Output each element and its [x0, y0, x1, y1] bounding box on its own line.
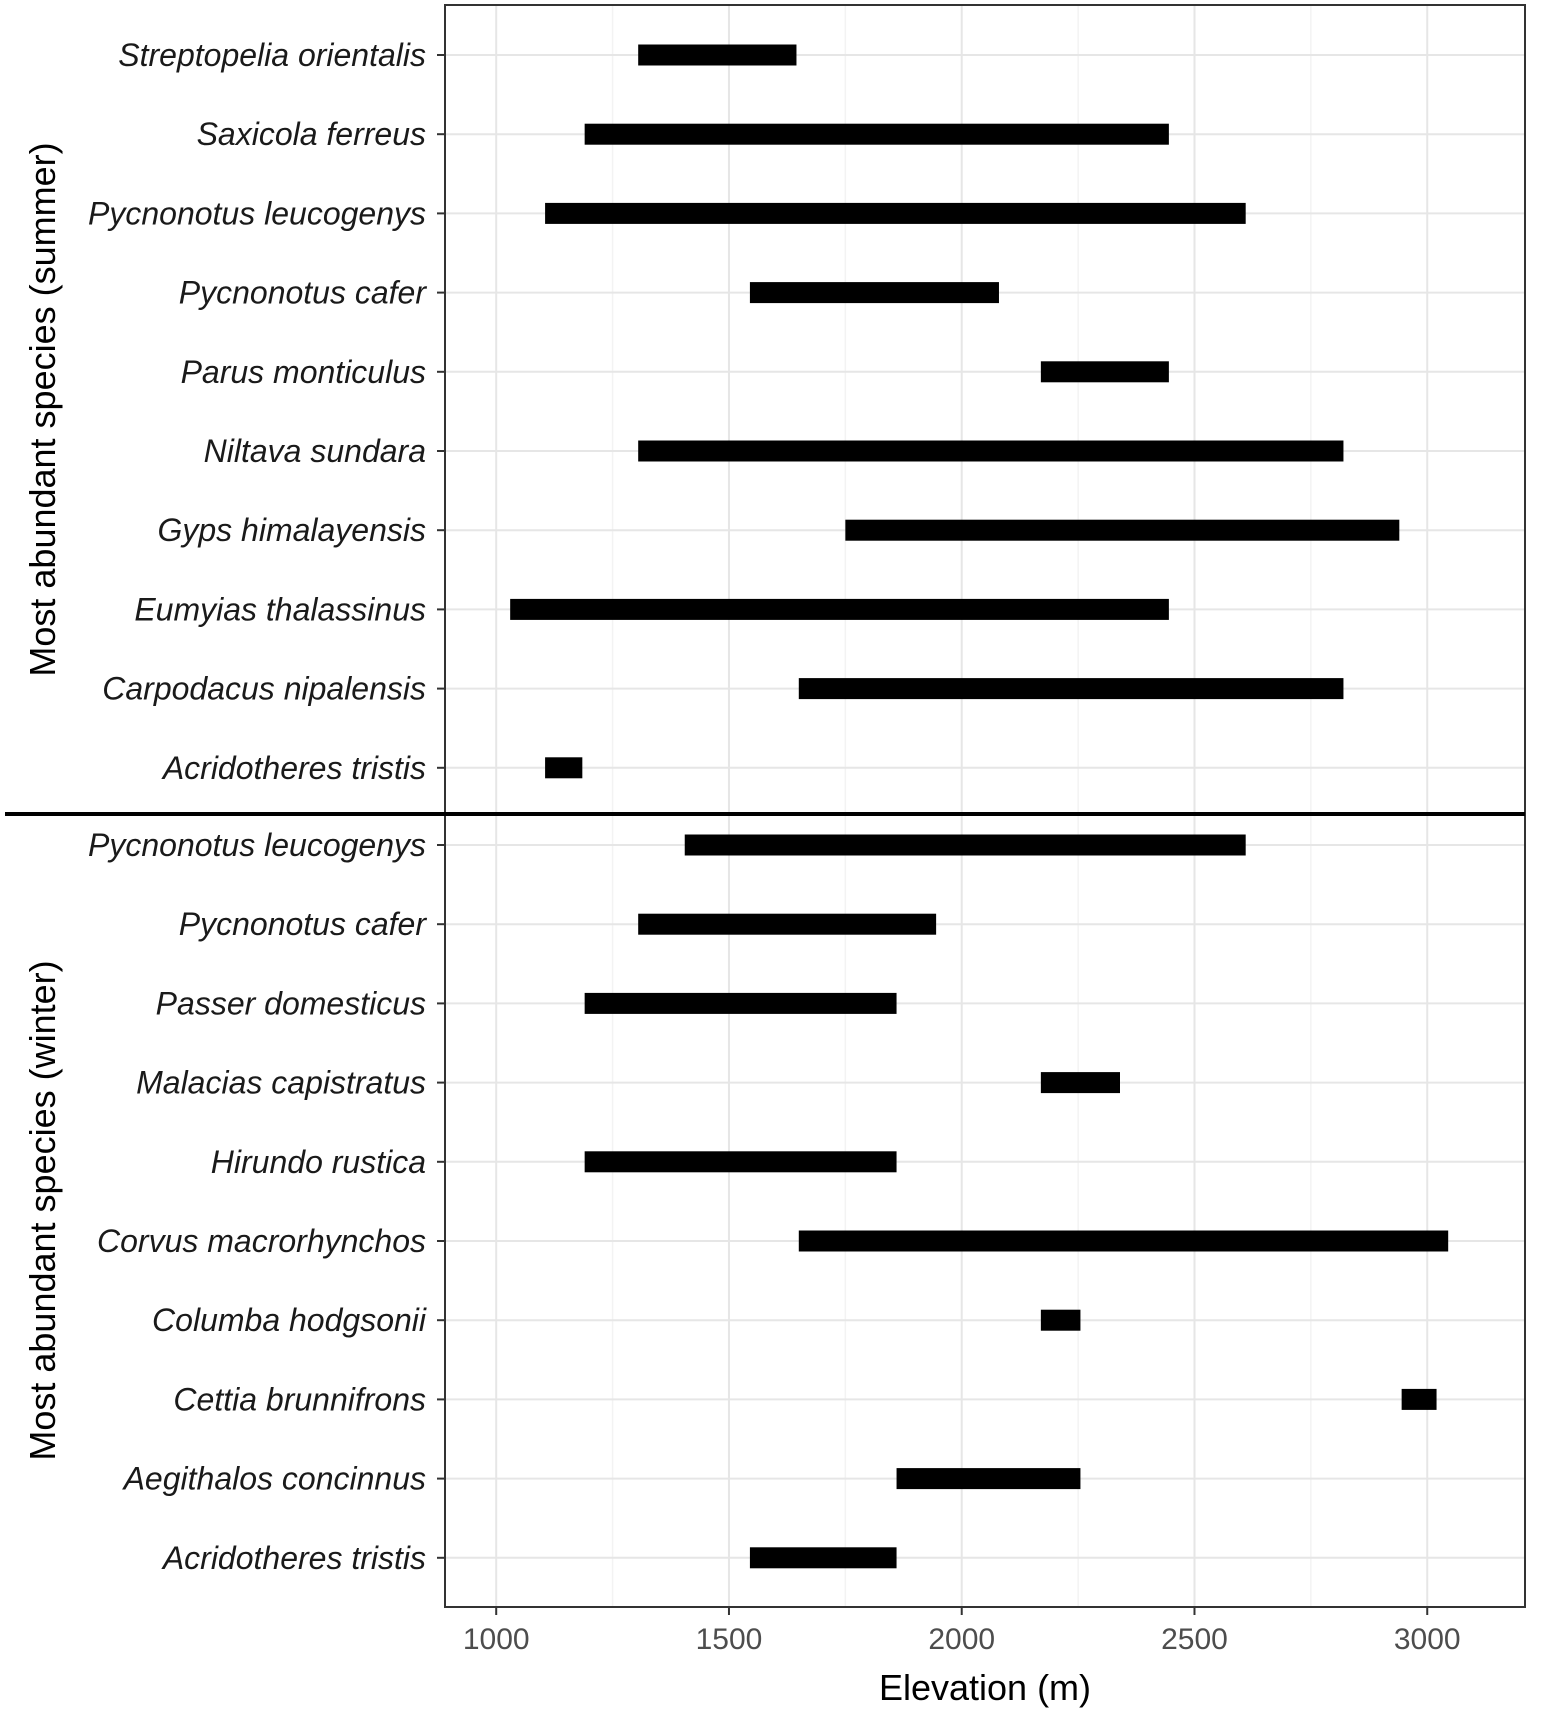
y-tick-label: Pycnonotus cafer: [179, 275, 428, 311]
y-tick-label: Acridotheres tristis: [161, 1540, 426, 1576]
x-tick-label: 3000: [1394, 1623, 1461, 1656]
y-tick-labels: Streptopelia orientalis Saxicola ferreus P…: [88, 37, 445, 1576]
x-tick-labels: 1000 1500 2000 2500 3000: [463, 1607, 1461, 1656]
range-bar: [1401, 1388, 1437, 1410]
range-bar: [798, 678, 1344, 700]
y-tick-label: Cettia brunnifrons: [173, 1381, 426, 1417]
y-tick-label: Carpodacus nipalensis: [102, 671, 426, 707]
y-tick-label: Saxicola ferreus: [197, 116, 426, 152]
range-bar: [638, 913, 937, 935]
range-bar: [584, 1151, 897, 1173]
y-tick-label: Pycnonotus leucogenys: [88, 827, 426, 863]
x-tick-label: 1500: [696, 1623, 763, 1656]
y-tick-label: Passer domesticus: [156, 985, 426, 1021]
range-bar: [798, 1230, 1449, 1252]
y-tick-label: Columba hodgsonii: [152, 1302, 427, 1338]
y-tick-label: Niltava sundara: [204, 433, 426, 469]
bars: [510, 44, 1449, 1569]
y-tick-label: Hirundo rustica: [211, 1144, 426, 1180]
y-tick-label: Gyps himalayensis: [157, 512, 426, 548]
range-bar: [510, 598, 1169, 620]
range-bar: [545, 202, 1246, 224]
range-bar: [584, 992, 897, 1014]
range-bar: [896, 1468, 1081, 1490]
panel-frames: [5, 4, 1526, 1608]
x-tick-label: 1000: [463, 1623, 530, 1656]
range-bar: [749, 282, 999, 304]
x-tick-label: 2500: [1161, 1623, 1228, 1656]
y-tick-label: Corvus macrorhynchos: [97, 1223, 426, 1259]
range-bar: [638, 44, 797, 66]
range-bar: [845, 519, 1400, 541]
x-axis-title: Elevation (m): [879, 1667, 1091, 1708]
y-tick-label: Malacias capistratus: [136, 1065, 426, 1101]
y-tick-label: Parus monticulus: [181, 354, 426, 390]
range-bar: [584, 123, 1169, 145]
range-bar: [1040, 361, 1169, 383]
y-tick-label: Pycnonotus leucogenys: [88, 195, 426, 231]
range-bar: [1040, 1072, 1120, 1094]
y-tick-label: Streptopelia orientalis: [118, 37, 426, 73]
y-tick-label: Aegithalos concinnus: [122, 1461, 426, 1497]
y-axis-title-summer: Most abundant species (summer): [22, 142, 63, 676]
range-bar: [1040, 1309, 1081, 1331]
y-tick-label: Acridotheres tristis: [161, 750, 426, 786]
range-bar: [749, 1547, 897, 1569]
range-bar: [545, 757, 583, 779]
range-bar: [638, 440, 1344, 462]
y-tick-label: Pycnonotus cafer: [179, 906, 428, 942]
x-tick-label: 2000: [928, 1623, 995, 1656]
range-bar: [684, 834, 1246, 856]
y-axis-title-winter: Most abundant species (winter): [22, 960, 63, 1460]
y-tick-label: Eumyias thalassinus: [134, 591, 426, 627]
